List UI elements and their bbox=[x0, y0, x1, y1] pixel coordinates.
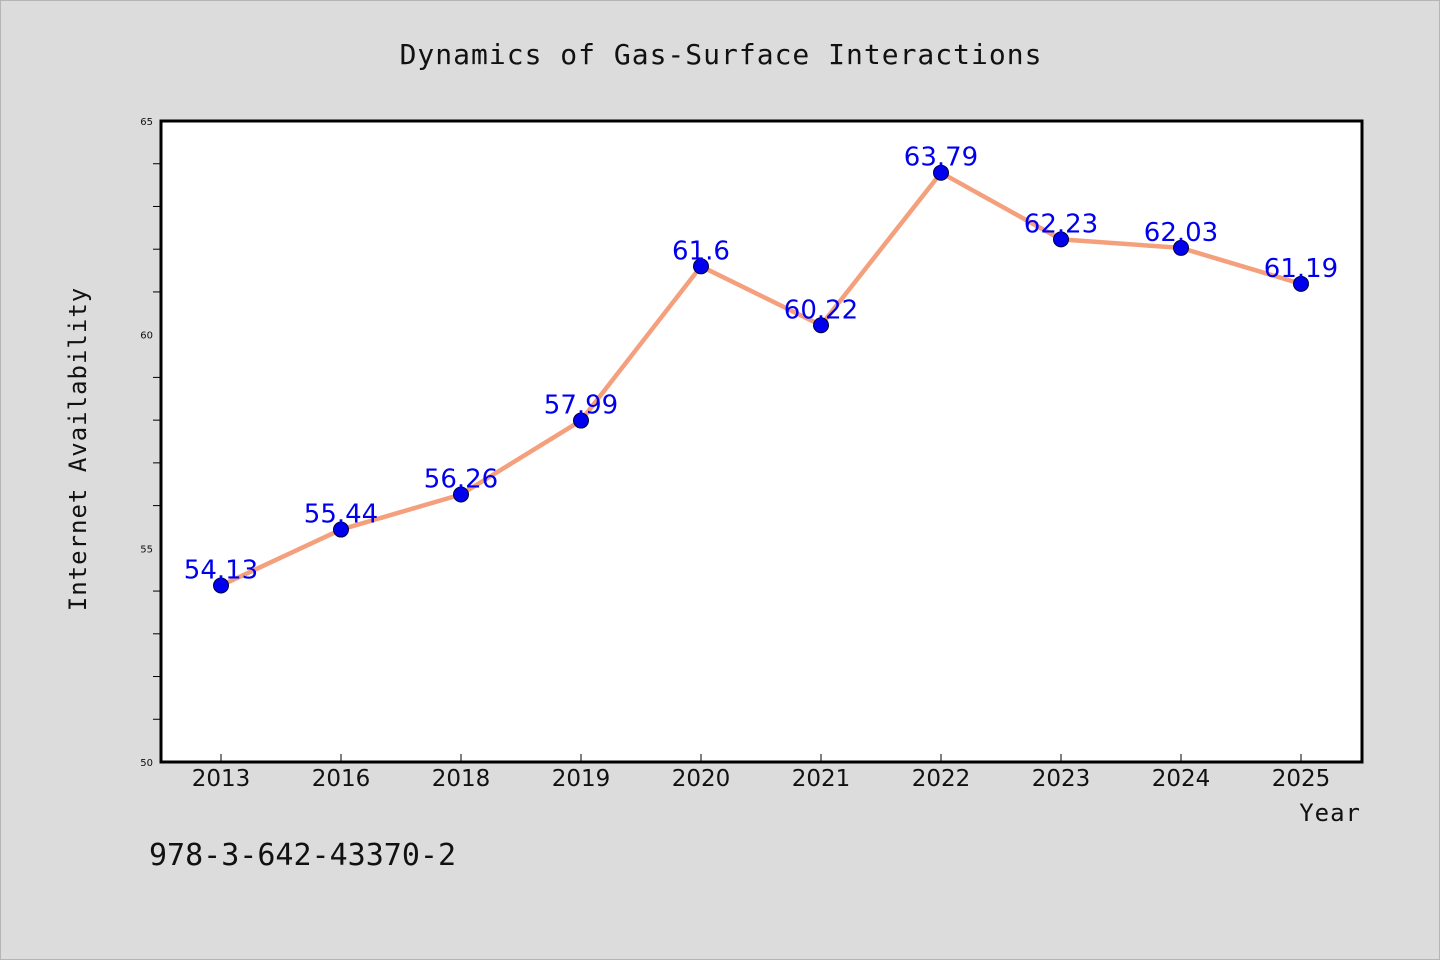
data-label: 54.13 bbox=[184, 556, 258, 586]
y-axis-label: Internet Availability bbox=[64, 287, 92, 611]
data-label: 62.03 bbox=[1144, 218, 1218, 248]
x-tick-label: 2022 bbox=[912, 766, 971, 792]
plot-frame bbox=[159, 119, 1364, 764]
data-point bbox=[573, 412, 589, 429]
data-label: 55.44 bbox=[304, 500, 378, 530]
data-point bbox=[1293, 275, 1309, 292]
plot-area bbox=[161, 121, 1362, 762]
data-point bbox=[1053, 231, 1069, 248]
data-label: 61.6 bbox=[672, 236, 730, 266]
x-tick-label: 2020 bbox=[672, 766, 731, 792]
data-point bbox=[333, 521, 349, 538]
y-axis: 50 55 60 65 bbox=[140, 117, 161, 769]
x-tick-label: 2016 bbox=[312, 766, 371, 792]
data-label: 56.26 bbox=[424, 464, 498, 494]
series-line bbox=[218, 170, 1304, 588]
data-label: 57.99 bbox=[544, 391, 618, 421]
data-point bbox=[813, 317, 829, 334]
data-labels: 54.13 55.44 56.26 57.99 61.6 60.22 63.79 62.23 6… bbox=[184, 143, 1338, 586]
data-point bbox=[453, 486, 469, 503]
x-tick-label: 2013 bbox=[192, 766, 251, 792]
x-tick-label: 2019 bbox=[552, 766, 611, 792]
y-tick-label: 50 bbox=[140, 758, 153, 769]
x-tick-label: 2023 bbox=[1032, 766, 1091, 792]
x-axis: 2013 2016 2018 2019 2020 2021 2022 2023 2024 2025 bbox=[192, 754, 1331, 792]
y-tick-label: 65 bbox=[140, 117, 153, 128]
x-tick-label: 2018 bbox=[432, 766, 491, 792]
data-point bbox=[213, 577, 229, 594]
footer-code: 978-3-642-43370-2 bbox=[149, 838, 456, 873]
chart-title: Dynamics of Gas-Surface Interactions bbox=[400, 38, 1043, 71]
y-tick-label: 55 bbox=[140, 544, 153, 555]
data-label: 61.19 bbox=[1264, 254, 1338, 284]
y-tick-label: 60 bbox=[140, 331, 153, 342]
data-point bbox=[693, 258, 709, 275]
data-label: 62.23 bbox=[1024, 209, 1098, 239]
x-axis-label: Year bbox=[1299, 799, 1361, 827]
x-tick-label: 2021 bbox=[792, 766, 851, 792]
series-layer bbox=[213, 164, 1309, 594]
data-label: 63.79 bbox=[904, 143, 978, 173]
data-point bbox=[1173, 239, 1189, 256]
x-tick-label: 2024 bbox=[1152, 766, 1211, 792]
data-label: 60.22 bbox=[784, 295, 858, 325]
x-tick-label: 2025 bbox=[1272, 766, 1331, 792]
data-point bbox=[933, 164, 949, 181]
